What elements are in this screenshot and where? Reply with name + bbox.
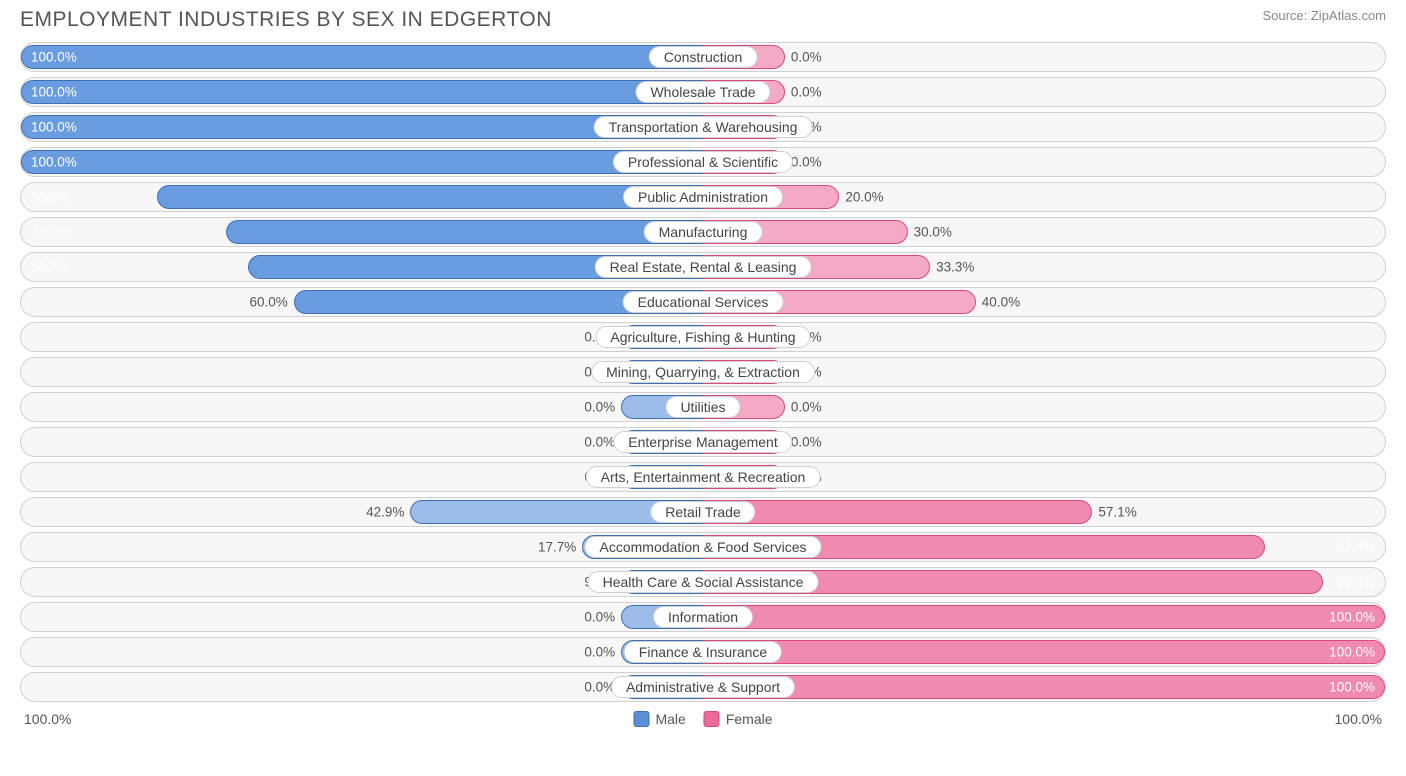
female-value-label: 0.0% [791,155,822,170]
chart-title: EMPLOYMENT INDUSTRIES BY SEX IN EDGERTON [20,8,552,32]
category-label: Wholesale Trade [635,81,770,103]
category-label: Manufacturing [644,221,763,243]
female-bar [703,675,1385,699]
female-value-label: 0.0% [791,435,822,450]
category-label: Finance & Insurance [624,641,782,663]
category-label: Educational Services [623,291,784,313]
male-value-label: 0.0% [584,610,615,625]
male-value-label: 80.0% [31,190,69,205]
female-value-label: 100.0% [1329,610,1375,625]
female-value-label: 20.0% [845,190,883,205]
category-label: Health Care & Social Assistance [588,571,819,593]
female-value-label: 0.0% [791,85,822,100]
chart-row: 42.9% 57.1% Retail Trade [20,497,1386,527]
male-value-label: 100.0% [31,85,77,100]
chart-row: 0.0% 0.0%Enterprise Management [20,427,1386,457]
female-value-label: 100.0% [1329,680,1375,695]
female-value-label: 0.0% [791,400,822,415]
category-label: Enterprise Management [613,431,792,453]
chart-row: 9.1%90.9%Health Care & Social Assistance [20,567,1386,597]
female-bar [703,640,1385,664]
chart-row: 100.0% 0.0% Construction [20,42,1386,72]
category-label: Agriculture, Fishing & Hunting [595,326,810,348]
chart-row: 66.7% 33.3% Real Estate, Rental & Leasing [20,252,1386,282]
chart-row: 17.7% 82.4% Accommodation & Food Services [20,532,1386,562]
male-value-label: 100.0% [31,120,77,135]
chart-row: 70.0% 30.0% Manufacturing [20,217,1386,247]
female-value-label: 0.0% [791,50,822,65]
chart-source: Source: ZipAtlas.com [1262,8,1386,23]
female-value-label: 33.3% [936,260,974,275]
male-bar [157,185,703,209]
chart-row: 60.0% 40.0% Educational Services [20,287,1386,317]
axis-right-label: 100.0% [1335,711,1382,727]
category-label: Real Estate, Rental & Leasing [595,256,812,278]
category-label: Accommodation & Food Services [585,536,822,558]
female-value-label: 57.1% [1098,505,1136,520]
category-label: Arts, Entertainment & Recreation [586,466,821,488]
male-value-label: 70.0% [31,225,69,240]
male-value-label: 0.0% [584,645,615,660]
chart-row: 0.0%0.0%Agriculture, Fishing & Hunting [20,322,1386,352]
male-bar [21,80,703,104]
chart-row: 0.0%100.0%Administrative & Support [20,672,1386,702]
category-label: Administrative & Support [611,676,795,698]
category-label: Public Administration [623,186,783,208]
male-value-label: 66.7% [31,260,69,275]
legend: Male Female [633,711,772,727]
female-value-label: 30.0% [914,225,952,240]
category-label: Transportation & Warehousing [594,116,813,138]
legend-item-male: Male [633,711,685,727]
male-bar [21,150,703,174]
chart-row: 0.0% 100.0% Finance & Insurance [20,637,1386,667]
chart-row: 0.0% 100.0% Information [20,602,1386,632]
male-value-label: 0.0% [584,435,615,450]
chart-row: 100.0%0.0%Transportation & Warehousing [20,112,1386,142]
chart-row: 0.0% 0.0% Utilities [20,392,1386,422]
male-value-label: 100.0% [31,155,77,170]
male-value-label: 42.9% [366,505,404,520]
chart-row: 100.0% 0.0% Wholesale Trade [20,77,1386,107]
chart-row: 0.0%0.0%Arts, Entertainment & Recreation [20,462,1386,492]
male-value-label: 60.0% [250,295,288,310]
female-value-label: 90.9% [1337,575,1375,590]
male-bar [21,45,703,69]
category-label: Utilities [665,396,740,418]
female-value-label: 40.0% [982,295,1020,310]
category-label: Construction [649,46,758,68]
female-bar [703,605,1385,629]
female-bar [703,500,1092,524]
legend-male-label: Male [655,711,685,727]
category-label: Information [653,606,753,628]
legend-item-female: Female [704,711,773,727]
male-bar [226,220,703,244]
axis-left-label: 100.0% [24,711,71,727]
category-label: Retail Trade [650,501,755,523]
chart-area: 100.0% 0.0% Construction 100.0% 0.0% Wholesal… [0,36,1406,702]
chart-row: 0.0%0.0%Mining, Quarrying, & Extraction [20,357,1386,387]
category-label: Professional & Scientific [613,151,793,173]
chart-header: EMPLOYMENT INDUSTRIES BY SEX IN EDGERTON… [0,0,1406,36]
chart-row: 80.0% 20.0% Public Administration [20,182,1386,212]
chart-row: 100.0% 0.0%Professional & Scientific [20,147,1386,177]
female-value-label: 82.4% [1337,540,1375,555]
category-label: Mining, Quarrying, & Extraction [591,361,815,383]
male-value-label: 0.0% [584,400,615,415]
female-swatch-icon [704,711,720,727]
legend-female-label: Female [726,711,773,727]
female-value-label: 100.0% [1329,645,1375,660]
male-value-label: 100.0% [31,50,77,65]
male-value-label: 17.7% [538,540,576,555]
male-swatch-icon [633,711,649,727]
chart-footer: 100.0% Male Female 100.0% [0,707,1406,727]
